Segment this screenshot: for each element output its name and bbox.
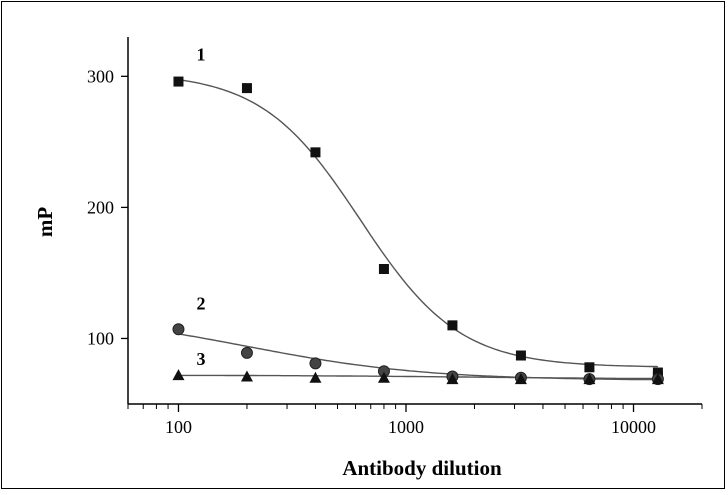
y-axis-label: mP xyxy=(33,207,57,237)
data-point-square xyxy=(173,76,184,87)
axes xyxy=(127,37,702,405)
ticks: 100 200 300 100 1000 10000 xyxy=(87,66,703,437)
data-point-square xyxy=(310,147,321,158)
y-tick-label: 300 xyxy=(87,66,114,86)
data-point-triangle xyxy=(651,373,664,385)
data-point-triangle xyxy=(172,369,185,381)
x-tick-label: 100 xyxy=(165,417,192,437)
y-tick-label: 100 xyxy=(87,328,114,348)
data-point-circle xyxy=(309,357,322,370)
x-axis-label: Antibody dilution xyxy=(342,456,502,480)
data-point-square xyxy=(378,263,389,274)
y-tick-label: 200 xyxy=(87,197,114,217)
data-point-triangle xyxy=(240,370,253,382)
x-tick-label: 1000 xyxy=(388,417,424,437)
data-point-circle xyxy=(240,346,253,359)
x-tick-label: 10000 xyxy=(611,417,656,437)
data-points xyxy=(172,76,664,386)
data-point-square xyxy=(515,350,526,361)
fit-curve-1 xyxy=(178,78,658,368)
data-point-triangle xyxy=(514,373,527,385)
series-label-3: 3 xyxy=(196,349,205,369)
series-label-1: 1 xyxy=(196,44,205,64)
data-point-triangle xyxy=(309,371,322,383)
series-label-2: 2 xyxy=(196,293,205,313)
data-point-square xyxy=(241,83,252,94)
data-point-square xyxy=(447,320,458,331)
data-point-square xyxy=(584,362,595,373)
fit-curves xyxy=(178,78,658,381)
fit-curve-3 xyxy=(178,374,658,380)
data-point-triangle xyxy=(583,373,596,385)
data-point-triangle xyxy=(446,373,459,385)
series-labels: 1 2 3 xyxy=(196,44,205,369)
data-point-triangle xyxy=(377,371,390,383)
data-point-circle xyxy=(172,323,185,336)
